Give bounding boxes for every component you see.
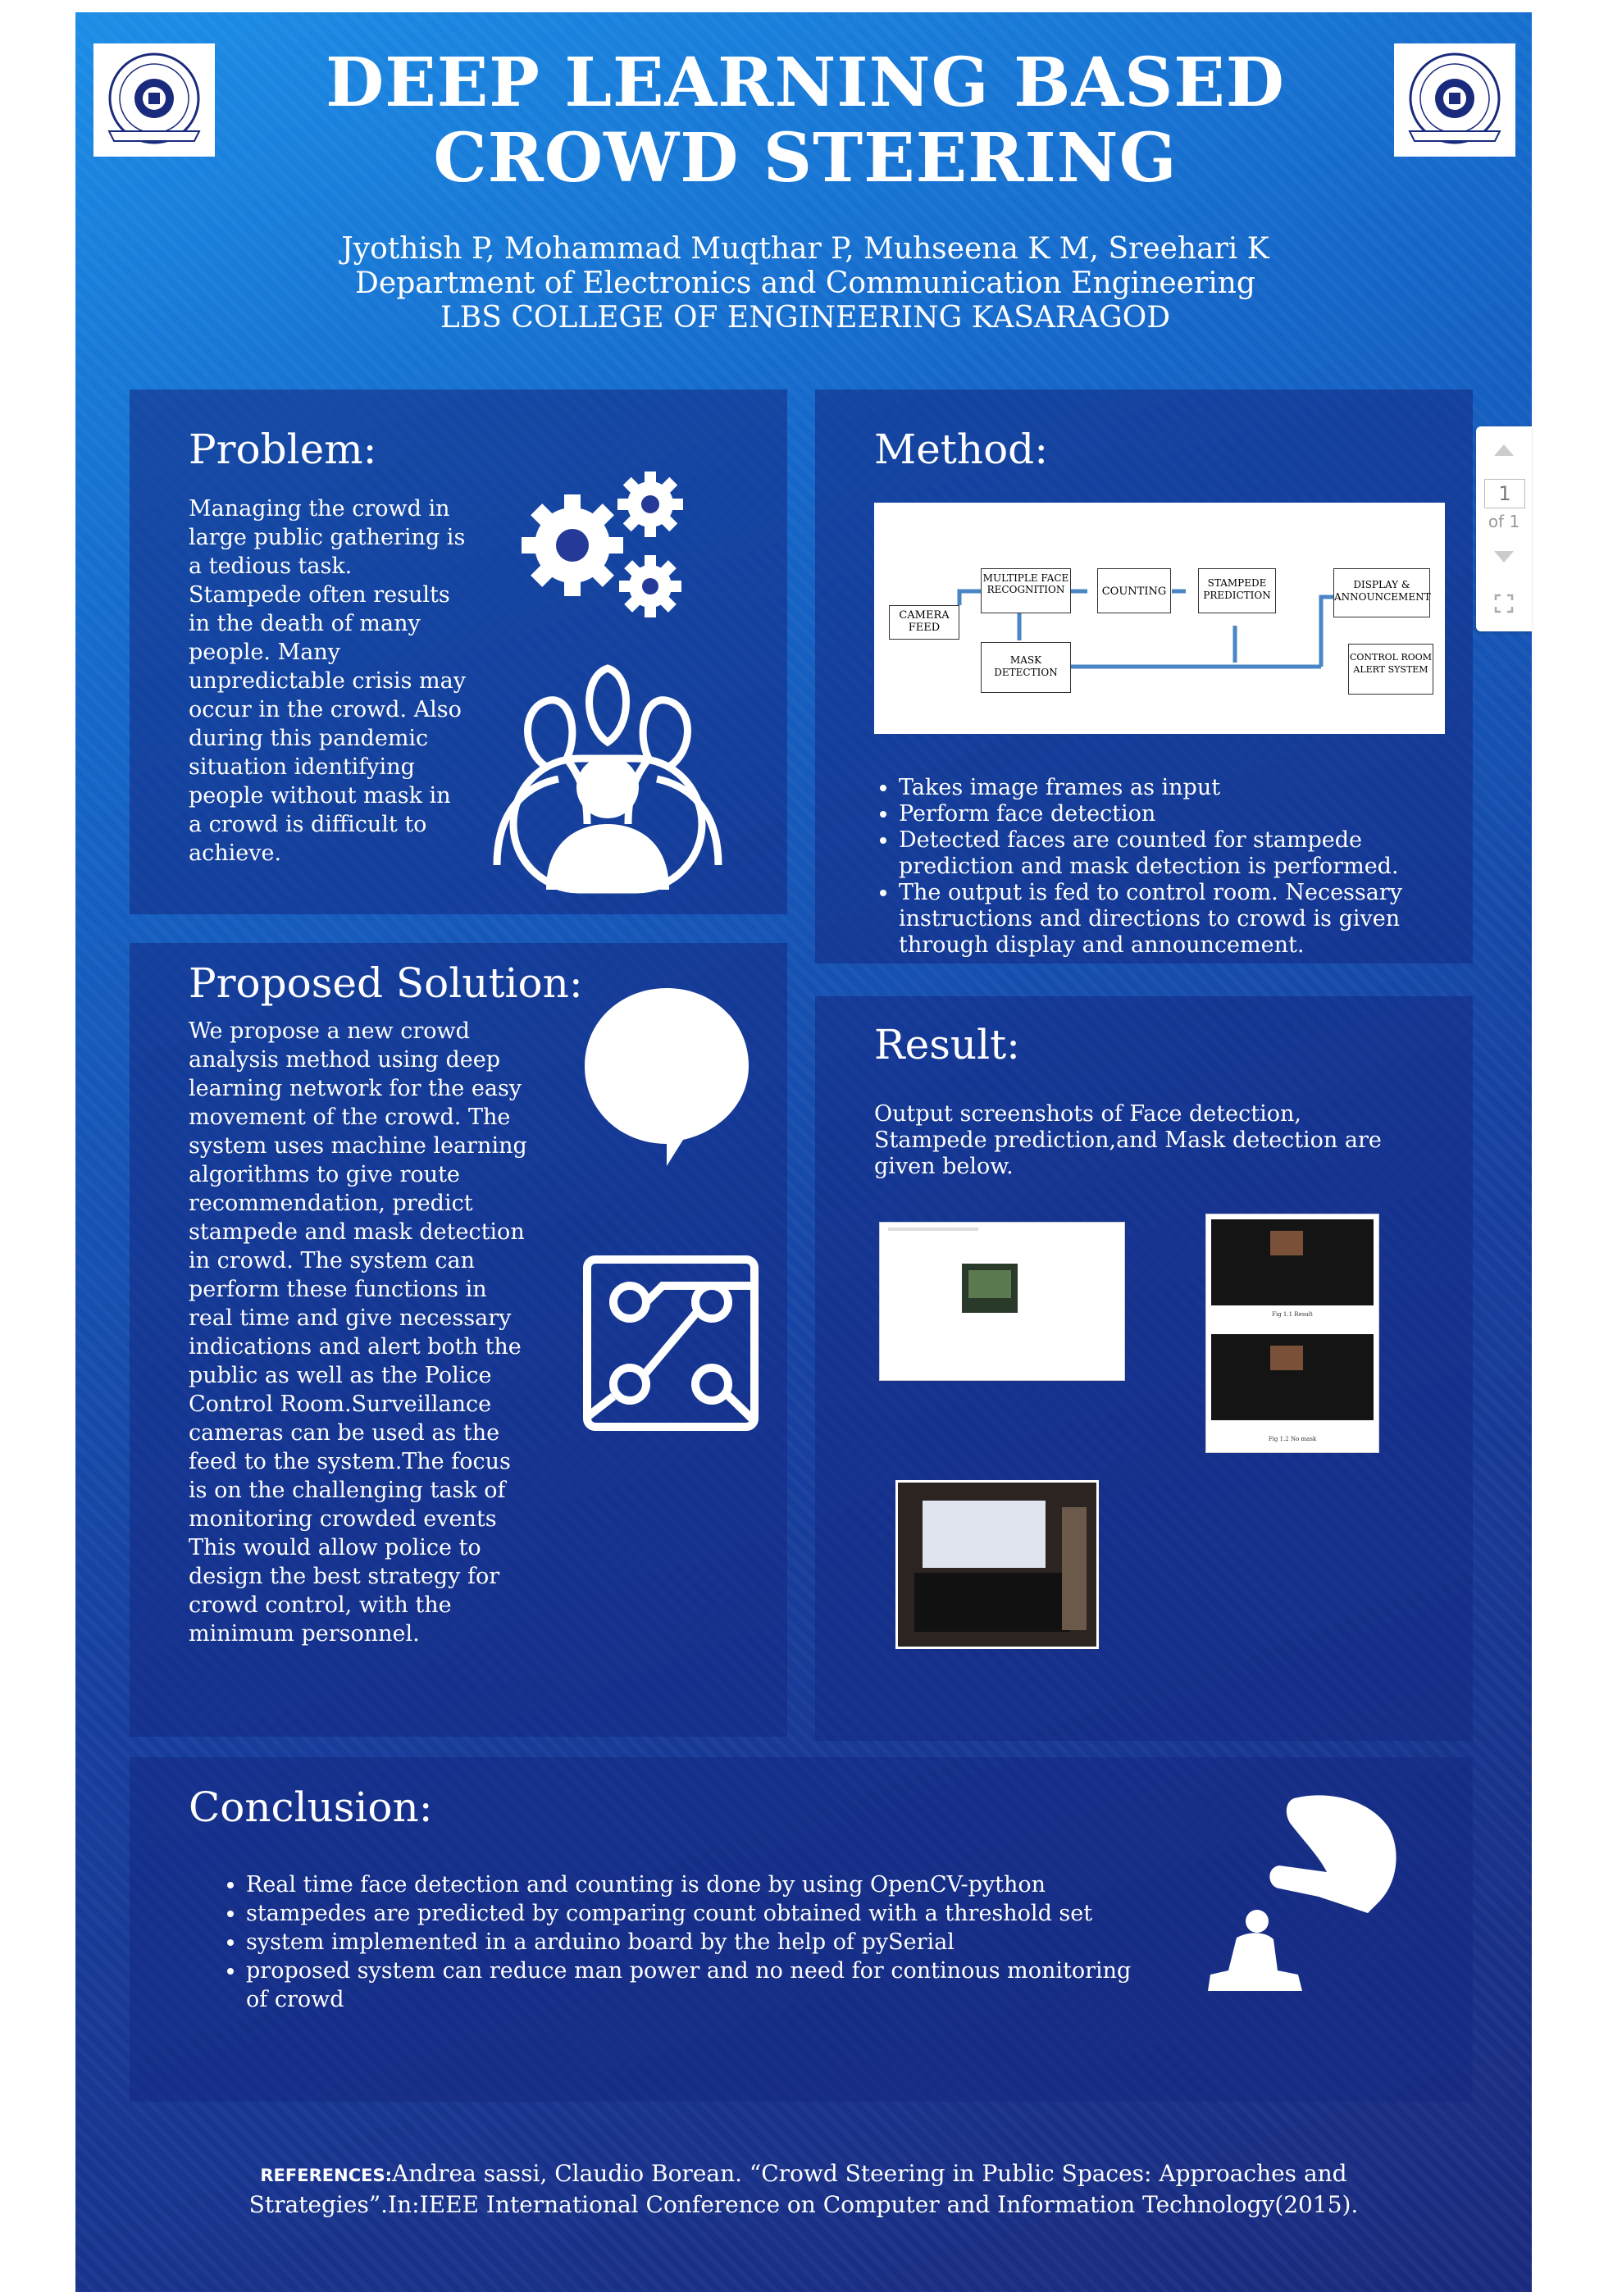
problem-panel: Problem: Managing the crowd in large pub… xyxy=(130,390,787,914)
box-stampede-prediction: STAMPEDE PREDICTION xyxy=(1198,568,1276,613)
box-display-announcement: DISPLAY & ANNOUNCEMENT xyxy=(1333,568,1431,617)
references-label: REFERENCES: xyxy=(260,2166,392,2185)
list-item: Takes image frames as input xyxy=(899,775,1473,801)
conclusion-panel: Conclusion: Real time face detection and… xyxy=(130,1757,1473,2102)
group-icon xyxy=(493,664,722,894)
solution-panel: Proposed Solution: We propose a new crow… xyxy=(130,943,787,1737)
method-block-diagram: CAMERA FEED MULTIPLE FACE RECOGNITION CO… xyxy=(874,503,1445,734)
gears-icon xyxy=(522,472,683,617)
box-face-recognition: MULTIPLE FACE RECOGNITION xyxy=(981,568,1071,613)
conclusion-bullets: Real time face detection and counting is… xyxy=(221,1870,1148,2014)
poster-title: DEEP LEARNING BASED CROWD STEERING xyxy=(326,43,1285,198)
box-control-room: CONTROL ROOM ALERT SYSTEM xyxy=(1348,644,1433,695)
poster: DEEP LEARNING BASED CROWD STEERING Jyoth… xyxy=(75,12,1532,2292)
list-item: Detected faces are counted for stampede … xyxy=(899,827,1473,880)
conclusion-heading: Conclusion: xyxy=(189,1784,433,1831)
figure-caption: Fig 1.2 No mask xyxy=(1268,1436,1317,1442)
laptop-photo xyxy=(895,1480,1099,1649)
method-heading: Method: xyxy=(874,426,1049,473)
speech-bubble-icon xyxy=(585,988,749,1166)
page-up-button[interactable] xyxy=(1494,444,1514,456)
references-text: Andrea sassi, Claudio Borean. “Crowd Ste… xyxy=(248,2160,1359,2218)
method-bullets: Takes image frames as input Perform face… xyxy=(874,775,1473,959)
list-item: Real time face detection and counting is… xyxy=(246,1870,1148,1899)
box-mask-detection: MASK DETECTION xyxy=(981,642,1071,693)
list-item: Perform face detection xyxy=(899,801,1473,827)
fit-page-icon[interactable] xyxy=(1492,592,1515,615)
circuit-icon xyxy=(583,1255,759,1431)
diagram-arrows xyxy=(957,589,1333,669)
box-counting: COUNTING xyxy=(1097,568,1171,613)
figure-caption: Fig 1.1 Result xyxy=(1272,1311,1313,1318)
list-item: proposed system can reduce man power and… xyxy=(246,1957,1148,2014)
stampede-mask-screenshot: Fig 1.1 Result Fig 1.2 No mask xyxy=(1205,1214,1379,1453)
face-detection-screenshot xyxy=(879,1222,1125,1381)
author-block: Jyothish P, Mohammad Muqthar P, Muhseena… xyxy=(223,232,1387,335)
authors: Jyothish P, Mohammad Muqthar P, Muhseena… xyxy=(341,232,1269,266)
page-down-button[interactable] xyxy=(1494,551,1514,563)
page-number-input[interactable]: 1 xyxy=(1484,479,1525,508)
list-item: The output is fed to control room. Neces… xyxy=(899,880,1473,959)
result-text: Output screenshots of Face detection, St… xyxy=(874,1101,1382,1179)
method-panel: Method: CAMERA FEED MULTIPLE FACE RECOGN… xyxy=(815,390,1473,963)
college: LBS COLLEGE OF ENGINEERING KASARAGOD xyxy=(440,301,1171,335)
solution-text: We propose a new crowd analysis method u… xyxy=(189,1018,527,1647)
college-logo-icon xyxy=(1408,52,1501,144)
box-camera-feed: CAMERA FEED xyxy=(889,605,959,640)
result-panel: Result: Output screenshots of Face detec… xyxy=(815,996,1473,1741)
page-count: of 1 xyxy=(1488,512,1520,531)
list-item: stampedes are predicted by comparing cou… xyxy=(246,1899,1148,1928)
solution-heading: Proposed Solution: xyxy=(189,959,583,1007)
college-logo-left xyxy=(93,43,215,157)
problem-text: Managing the crowd in large public gathe… xyxy=(189,496,466,866)
result-heading: Result: xyxy=(874,1021,1021,1068)
college-logo-right xyxy=(1394,43,1515,157)
problem-heading: Problem: xyxy=(189,426,377,473)
department: Department of Electronics and Communicat… xyxy=(355,266,1255,300)
page-navigator: 1 of 1 xyxy=(1476,426,1532,631)
list-item: system implemented in a arduino board by… xyxy=(246,1928,1148,1957)
references: REFERENCES:Andrea sassi, Claudio Borean.… xyxy=(157,2159,1450,2220)
college-logo-icon xyxy=(107,52,201,144)
hand-touch-icon xyxy=(1208,1795,1396,1991)
